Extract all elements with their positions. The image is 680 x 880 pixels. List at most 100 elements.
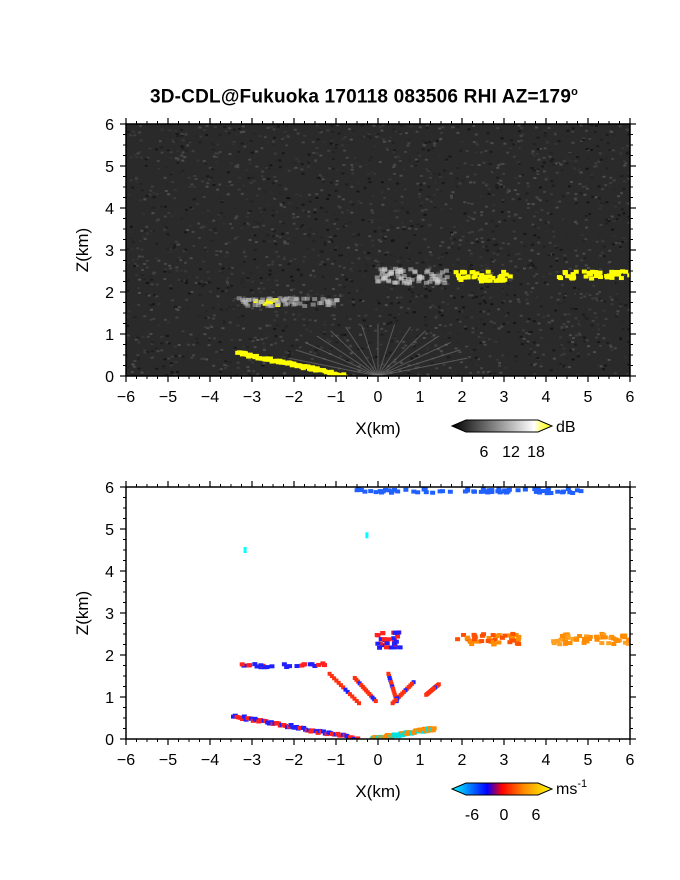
weak-layer-mark [325, 299, 331, 304]
layer-mark [599, 641, 605, 646]
noise-pixel [378, 161, 382, 164]
noise-pixel [203, 264, 207, 267]
noise-pixel [396, 260, 400, 263]
layer-mark [622, 640, 628, 645]
noise-pixel [502, 172, 506, 175]
x-tick-label: −1 [327, 752, 345, 769]
noise-pixel [183, 182, 187, 185]
noise-pixel [189, 206, 193, 209]
layer-mark [395, 630, 401, 635]
noise-pixel [217, 214, 221, 217]
noise-pixel [573, 220, 577, 223]
noise-pixel [354, 276, 358, 279]
noise-pixel [418, 126, 422, 129]
noise-pixel [253, 220, 257, 223]
noise-pixel [418, 195, 422, 198]
noise-pixel [222, 222, 226, 225]
noise-pixel [320, 294, 324, 297]
noise-pixel [410, 225, 414, 228]
noise-pixel [219, 250, 223, 253]
noise-pixel [242, 251, 246, 254]
noise-pixel [619, 305, 623, 308]
noise-pixel [497, 308, 501, 311]
noise-pixel [415, 261, 419, 264]
noise-pixel [220, 211, 224, 214]
noise-pixel [143, 351, 147, 354]
noise-pixel [560, 169, 564, 172]
noise-pixel [536, 169, 540, 172]
layer-mark [322, 663, 328, 668]
strong-layer-mark [589, 276, 595, 281]
noise-pixel [143, 229, 147, 232]
noise-pixel [495, 186, 499, 189]
noise-pixel [405, 308, 409, 311]
noise-pixel [626, 340, 630, 343]
noise-pixel [380, 181, 384, 184]
noise-pixel [447, 336, 451, 339]
strong-layer-mark [461, 270, 467, 275]
noise-pixel [418, 367, 422, 370]
noise-pixel [526, 302, 530, 305]
noise-pixel [341, 137, 345, 140]
weak-layer-mark [423, 280, 429, 285]
noise-pixel [197, 237, 201, 240]
noise-pixel [604, 157, 608, 160]
noise-pixel [467, 294, 471, 297]
noise-pixel [547, 321, 551, 324]
layer-mark [381, 637, 387, 642]
noise-pixel [349, 138, 353, 141]
noise-pixel [311, 291, 315, 294]
noise-pixel [342, 286, 346, 289]
layer-mark [606, 641, 612, 646]
noise-pixel [557, 140, 561, 143]
noise-pixel [372, 132, 376, 135]
noise-pixel [399, 330, 403, 333]
noise-pixel [160, 151, 164, 154]
noise-pixel [377, 364, 381, 367]
noise-pixel [176, 149, 180, 152]
noise-pixel [364, 287, 368, 290]
noise-pixel [283, 125, 287, 128]
noise-pixel [248, 162, 252, 165]
noise-pixel [497, 327, 501, 330]
noise-pixel [262, 178, 266, 181]
noise-pixel [409, 239, 413, 242]
noise-pixel [438, 284, 442, 287]
noise-pixel [364, 314, 368, 317]
layer-mark [587, 637, 593, 642]
noise-pixel [165, 232, 169, 235]
top-noise-mark [548, 491, 554, 496]
top-noise-mark [478, 489, 484, 494]
noise-pixel [399, 306, 403, 309]
noise-pixel [304, 210, 308, 213]
noise-pixel [520, 173, 524, 176]
noise-pixel [560, 284, 564, 287]
top-noise-mark [561, 489, 567, 494]
noise-pixel [312, 248, 316, 251]
noise-pixel [610, 349, 614, 352]
title-degree: o [571, 86, 579, 98]
noise-pixel [230, 184, 234, 187]
noise-pixel [274, 196, 278, 199]
noise-pixel [322, 207, 326, 210]
layer-mark [555, 638, 561, 643]
noise-pixel [149, 308, 153, 311]
noise-pixel [196, 282, 200, 285]
noise-pixel [539, 365, 543, 368]
noise-pixel [506, 242, 510, 245]
noise-pixel [265, 324, 269, 327]
noise-pixel [313, 319, 317, 322]
noise-pixel [449, 231, 453, 234]
noise-pixel [574, 160, 578, 163]
noise-pixel [331, 288, 335, 291]
weak-layer-mark [255, 303, 261, 308]
noise-pixel [565, 261, 569, 264]
noise-pixel [437, 348, 441, 351]
noise-pixel [216, 263, 220, 266]
layer-mark [514, 641, 520, 646]
noise-pixel [402, 168, 406, 171]
noise-pixel [163, 228, 167, 231]
strong-layer-mark [458, 276, 464, 281]
noise-pixel [553, 132, 557, 135]
top-noise-mark [489, 489, 495, 494]
